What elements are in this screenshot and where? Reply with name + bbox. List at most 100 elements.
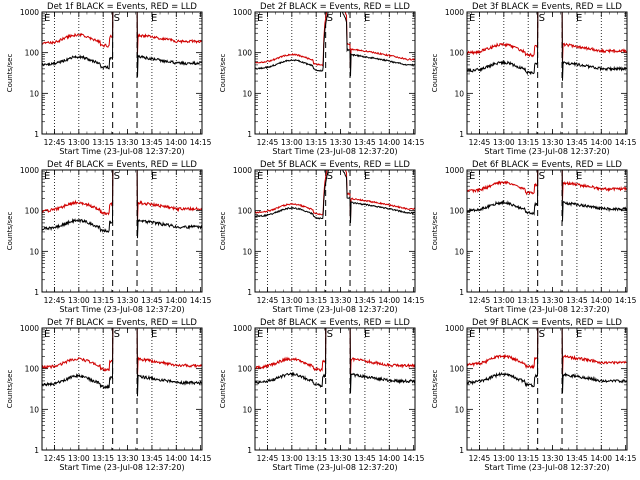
x-tick-label: 13:00 — [493, 138, 515, 147]
y-tick-label: 10 — [454, 247, 464, 256]
marker-start: S — [114, 329, 120, 340]
y-tick-label: 10 — [242, 89, 252, 98]
plot-frame — [254, 327, 416, 451]
x-tick-label: 13:30 — [117, 138, 139, 147]
x-tick-label: 14:15 — [615, 138, 637, 147]
y-tick-label: 10 — [29, 247, 39, 256]
marker-end: E — [151, 329, 157, 340]
y-axis-label: Counts/sec — [6, 54, 14, 93]
x-tick-label: 13:15 — [92, 138, 114, 147]
x-tick-label: 13:45 — [566, 296, 588, 305]
detector-panel-2: Det 2f BLACK = Events, RED = LLD Counts/s… — [219, 2, 425, 156]
y-tick-label: 100 — [25, 365, 40, 374]
series-line-lld — [42, 328, 202, 377]
series-line-events — [42, 170, 202, 239]
x-tick-label: 12:45 — [257, 138, 279, 147]
y-axis-label: Counts/sec — [431, 212, 439, 251]
x-tick-label: 14:00 — [378, 138, 400, 147]
marker-left: E — [469, 13, 475, 24]
x-tick-label: 14:00 — [165, 296, 187, 305]
y-tick-label: 1000 — [20, 166, 39, 175]
x-tick-label: 13:15 — [517, 138, 539, 147]
y-tick-label: 1 — [459, 130, 464, 139]
marker-left: E — [469, 171, 475, 182]
y-tick-label: 1000 — [445, 324, 464, 333]
x-tick-label: 13:15 — [92, 296, 114, 305]
x-tick-label: 13:00 — [493, 454, 515, 463]
y-tick-label: 1 — [459, 288, 464, 297]
x-tick-label: 13:00 — [493, 296, 515, 305]
y-axis-label: Counts/sec — [219, 54, 227, 93]
panel-title: Det 5f BLACK = Events, RED = LLD — [260, 160, 410, 170]
marker-start: S — [114, 13, 120, 24]
detector-panel-5: Det 5f BLACK = Events, RED = LLD Counts/s… — [219, 160, 425, 314]
x-tick-label: 13:15 — [517, 296, 539, 305]
y-tick-label: 10 — [29, 89, 39, 98]
y-axis-label: Counts/sec — [6, 212, 14, 251]
x-tick-label: 14:15 — [190, 454, 212, 463]
marker-end: E — [576, 329, 582, 340]
x-tick-label: 13:00 — [68, 296, 90, 305]
detector-panel-6: Det 6f BLACK = Events, RED = LLD Counts/s… — [431, 160, 637, 314]
detector-panel-7: Det 7f BLACK = Events, RED = LLD Counts/s… — [6, 318, 212, 472]
x-tick-label: 13:00 — [281, 296, 303, 305]
x-tick-label: 14:00 — [165, 138, 187, 147]
y-tick-label: 100 — [238, 207, 253, 216]
panel-title: Det 9f BLACK = Events, RED = LLD — [472, 318, 622, 328]
x-tick-label: 13:45 — [141, 296, 163, 305]
x-tick-label: 13:15 — [305, 296, 327, 305]
marker-left: E — [257, 171, 263, 182]
x-tick-label: 13:00 — [68, 454, 90, 463]
marker-start: S — [539, 13, 545, 24]
x-axis-label: Start Time (23-Jul-08 12:37:20) — [272, 463, 397, 472]
x-tick-label: 13:30 — [117, 454, 139, 463]
marker-left: E — [44, 171, 50, 182]
y-tick-label: 1000 — [445, 8, 464, 17]
series-line-events — [255, 170, 415, 224]
y-tick-label: 10 — [242, 247, 252, 256]
y-tick-label: 100 — [25, 49, 40, 58]
x-tick-label: 12:45 — [257, 296, 279, 305]
plot-frame — [254, 11, 416, 135]
marker-left: E — [257, 13, 263, 24]
y-tick-label: 100 — [238, 49, 253, 58]
y-tick-label: 100 — [450, 207, 465, 216]
x-tick-label: 14:00 — [590, 454, 612, 463]
x-tick-label: 13:15 — [305, 454, 327, 463]
series-line-events — [42, 12, 202, 77]
panel-title: Det 6f BLACK = Events, RED = LLD — [472, 160, 622, 170]
marker-start: S — [327, 329, 333, 340]
x-axis-label: Start Time (23-Jul-08 12:37:20) — [272, 305, 397, 314]
x-tick-label: 14:15 — [403, 138, 425, 147]
plot-frame — [41, 11, 203, 135]
marker-end: E — [364, 171, 370, 182]
series-line-lld — [255, 170, 415, 220]
y-tick-label: 100 — [25, 207, 40, 216]
panel-title: Det 3f BLACK = Events, RED = LLD — [472, 2, 622, 12]
marker-start: S — [327, 13, 333, 24]
marker-left: E — [257, 329, 263, 340]
y-tick-label: 1000 — [233, 166, 252, 175]
x-tick-label: 12:45 — [469, 138, 491, 147]
x-tick-label: 14:00 — [378, 296, 400, 305]
marker-end: E — [576, 171, 582, 182]
x-tick-label: 12:45 — [44, 296, 66, 305]
x-tick-label: 14:15 — [403, 454, 425, 463]
y-tick-label: 1000 — [20, 324, 39, 333]
x-tick-label: 13:45 — [141, 138, 163, 147]
x-tick-label: 14:00 — [590, 296, 612, 305]
x-tick-label: 13:30 — [542, 296, 564, 305]
y-tick-label: 1 — [247, 288, 252, 297]
x-tick-label: 14:00 — [378, 454, 400, 463]
marker-end: E — [364, 13, 370, 24]
series-line-lld — [42, 170, 202, 223]
y-tick-label: 1 — [459, 446, 464, 455]
y-axis-label: Counts/sec — [431, 54, 439, 93]
x-tick-label: 12:45 — [44, 454, 66, 463]
y-tick-label: 1000 — [445, 166, 464, 175]
plot-frame — [254, 169, 416, 293]
y-axis-label: Counts/sec — [431, 370, 439, 409]
marker-start: S — [539, 329, 545, 340]
marker-start: S — [539, 171, 545, 182]
